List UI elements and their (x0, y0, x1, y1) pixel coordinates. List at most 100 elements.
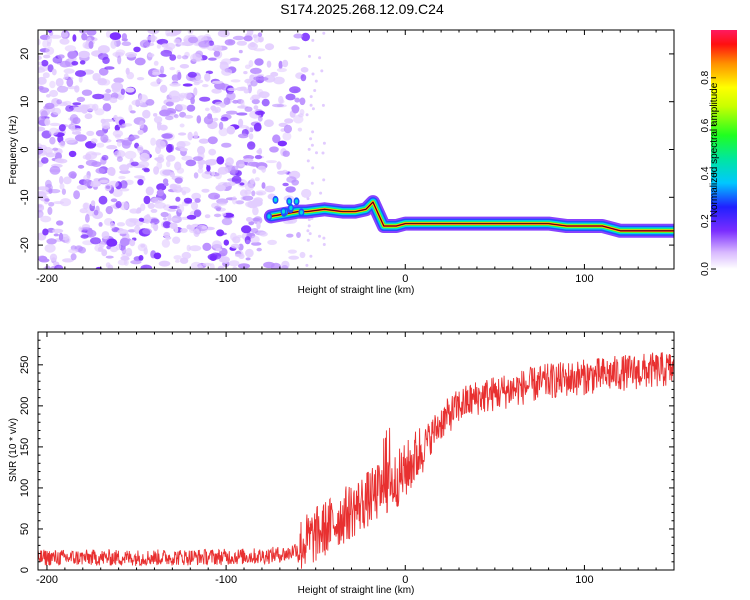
noise-blob (109, 32, 122, 40)
noise-blob (38, 76, 47, 85)
noise-blob (174, 177, 183, 184)
noise-blob (74, 128, 82, 132)
noise-blob (104, 66, 115, 70)
noise-blob (143, 214, 152, 224)
noise-blob (155, 78, 163, 83)
noise-blob (101, 154, 109, 161)
noise-blob (207, 113, 213, 120)
noise-blob (66, 77, 74, 87)
noise-blob (56, 220, 64, 226)
ridge-blob (287, 199, 291, 204)
noise-blob (306, 197, 310, 201)
noise-blob (147, 53, 155, 58)
noise-blob (311, 166, 315, 170)
noise-blob (189, 245, 202, 252)
noise-blob (267, 239, 277, 245)
y-tick-label: 0 (19, 567, 31, 573)
noise-blob (267, 195, 274, 199)
noise-blob (311, 107, 315, 111)
noise-blob (206, 164, 211, 172)
noise-blob (38, 61, 42, 66)
noise-blob (117, 229, 129, 235)
noise-blob (201, 188, 210, 193)
ridge-blob (267, 214, 271, 219)
noise-blob (70, 253, 77, 261)
noise-blob (49, 89, 59, 98)
noise-blob (158, 260, 171, 267)
noise-blob (120, 180, 128, 189)
noise-blob (309, 137, 313, 141)
noise-blob (184, 200, 193, 204)
noise-blob (244, 106, 253, 112)
noise-blob (64, 45, 77, 52)
noise-blob (300, 67, 309, 73)
snr-line (38, 352, 674, 569)
noise-blob (105, 255, 114, 259)
noise-blob (169, 222, 178, 229)
noise-blob (245, 239, 251, 244)
noise-blob (42, 72, 50, 79)
noise-blob (68, 150, 77, 158)
noise-blob (119, 201, 129, 211)
noise-blob (252, 206, 259, 216)
noise-blob (49, 253, 58, 262)
top-y-axis-label: Frequency (Hz) (8, 116, 19, 185)
ridge-blob (294, 199, 299, 204)
noise-blob (84, 103, 96, 111)
noise-blob (43, 54, 51, 59)
noise-blob (221, 142, 232, 148)
noise-blob (218, 256, 227, 263)
noise-blob (322, 243, 326, 246)
noise-blob (85, 151, 98, 160)
ridge-blob (299, 210, 303, 215)
noise-blob (145, 186, 154, 196)
noise-blob (296, 232, 301, 238)
noise-blob (123, 259, 129, 266)
noise-blob (309, 103, 313, 107)
noise-blob (251, 94, 261, 100)
noise-blob (162, 178, 169, 185)
noise-blob (283, 124, 292, 134)
noise-blob (288, 255, 300, 260)
noise-blob (253, 105, 259, 110)
noise-blob (287, 249, 297, 254)
noise-blob (213, 45, 223, 52)
noise-blob (71, 131, 82, 135)
noise-blob (318, 56, 322, 60)
noise-blob (231, 165, 239, 174)
noise-blob (163, 217, 167, 221)
noise-blob (110, 198, 118, 203)
noise-blob (251, 190, 256, 197)
noise-blob (140, 264, 153, 269)
noise-blob (44, 198, 50, 202)
noise-blob (232, 266, 238, 269)
y-tick-label: 200 (19, 397, 31, 415)
noise-blob (121, 41, 132, 46)
noise-blob (150, 208, 158, 213)
y-tick-label: 20 (19, 48, 31, 60)
noise-blob (134, 57, 146, 66)
noise-blob (143, 247, 148, 255)
y-tick-label: 50 (19, 523, 31, 535)
noise-blob (174, 259, 180, 263)
noise-blob (273, 76, 285, 85)
noise-blob (204, 214, 211, 219)
noise-blob (239, 182, 245, 186)
noise-blob (276, 161, 282, 170)
noise-blob (263, 75, 276, 83)
noise-blob (81, 33, 88, 41)
noise-blob (156, 44, 161, 49)
x-tick-label: -100 (215, 574, 237, 586)
noise-blob (207, 136, 218, 145)
noise-blob (179, 140, 191, 147)
noise-blob (82, 42, 89, 49)
noise-blob (248, 221, 255, 226)
x-tick-label: -200 (36, 273, 58, 285)
noise-blob (318, 234, 321, 238)
noise-blob (315, 151, 318, 155)
noise-blob (249, 235, 260, 244)
noise-blob (119, 164, 130, 172)
noise-blob (253, 48, 266, 52)
ridge-band (270, 201, 674, 232)
y-tick-label: 100 (19, 479, 31, 497)
